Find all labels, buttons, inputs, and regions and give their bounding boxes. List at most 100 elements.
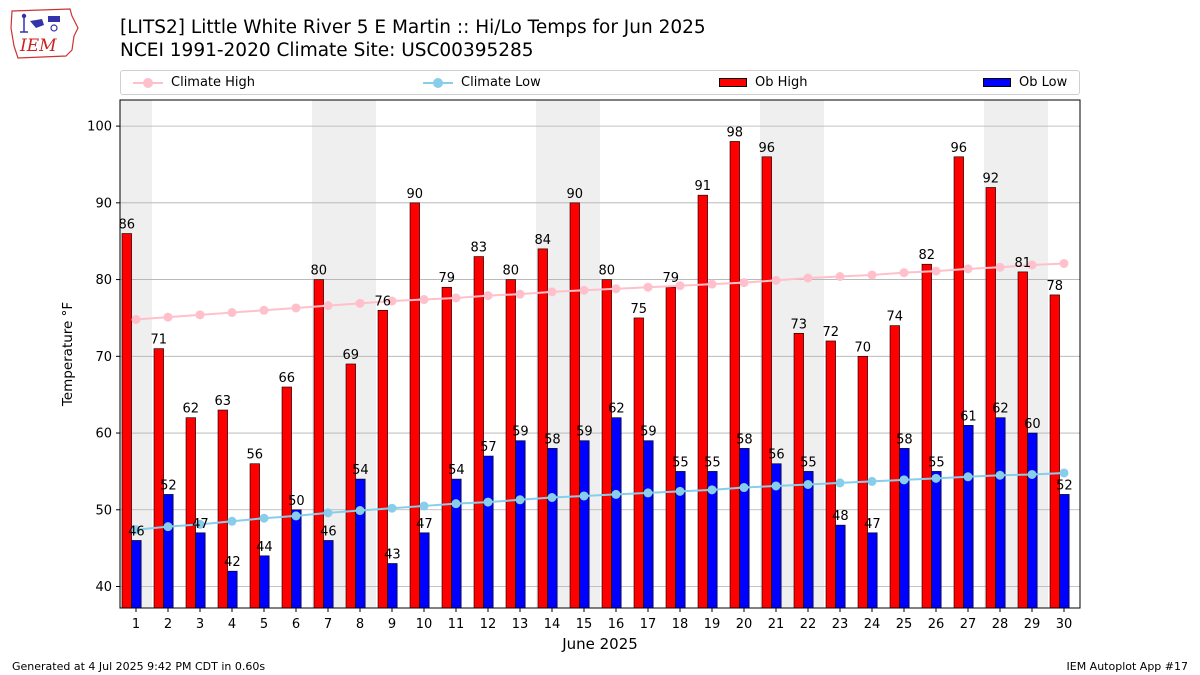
climate-low-point: [163, 522, 173, 532]
climate-lines: [131, 258, 1069, 535]
ob-low-bar: [483, 455, 494, 609]
ob-high-bar: [921, 263, 932, 609]
x-tick-label: 11: [448, 617, 465, 632]
climate-low-point: [483, 497, 493, 507]
ob-high-bar: [217, 409, 228, 609]
ob-low-label: 59: [576, 425, 593, 440]
climate-high-point: [611, 284, 621, 294]
ob-high-label: 66: [279, 371, 296, 386]
weekend-band: [792, 100, 824, 608]
x-tick-label: 3: [196, 617, 204, 632]
x-tick-label: 20: [736, 617, 753, 632]
climate-high-point: [387, 296, 397, 306]
ob-high-bar: [441, 286, 452, 609]
x-tick-label: 29: [1024, 617, 1041, 632]
ob-low-bar: [227, 570, 238, 609]
climate-high-point: [355, 298, 365, 308]
chart-subtitle: NCEI 1991-2020 Climate Site: USC00395285: [120, 40, 534, 61]
climate-low-point: [1027, 469, 1037, 479]
iem-logo: IEM: [10, 8, 79, 59]
climate-high-point: [995, 262, 1005, 272]
x-tick-label: 9: [388, 617, 396, 632]
ob-high-label: 81: [1015, 256, 1032, 271]
climate-high-point: [803, 273, 813, 283]
plot-frame: [119, 99, 1081, 609]
ob-low-label: 54: [448, 463, 465, 478]
x-tick-label: 26: [928, 617, 945, 632]
ob-low-bar: [291, 509, 302, 609]
climate-high-point: [899, 268, 909, 278]
ob-high-bar: [761, 156, 772, 609]
climate-low-point: [387, 503, 397, 513]
ob-low-bar: [803, 471, 814, 609]
x-tick-label: 23: [832, 617, 849, 632]
ob-low-bar: [675, 471, 686, 609]
ob-high-label: 90: [407, 187, 424, 202]
climate-low-point: [195, 519, 205, 529]
ob-high-label: 75: [631, 302, 648, 317]
y-tick-label: 50: [95, 503, 112, 518]
x-tick-label: 13: [512, 617, 529, 632]
climate-low-point: [227, 516, 237, 526]
ob-low-bar: [643, 440, 654, 609]
ob-high-label: 96: [951, 141, 968, 156]
ob-high-bar: [153, 348, 164, 609]
ob-low-bar: [963, 425, 974, 609]
weekend-band: [536, 100, 568, 608]
x-tick-label: 27: [960, 617, 977, 632]
climate-high-line: [135, 262, 1065, 321]
ob-high-bar: [1049, 294, 1060, 609]
x-tick-label: 4: [228, 617, 236, 632]
climate-low-point: [643, 488, 653, 498]
ob-high-bar: [569, 202, 580, 609]
ob-low-bar: [707, 471, 718, 609]
y-tick-label: 80: [95, 273, 112, 288]
ob-high-bar: [857, 356, 868, 609]
gridlines: [120, 125, 1080, 587]
ob-low-label: 47: [192, 517, 209, 532]
ob-low-label: 62: [608, 402, 625, 417]
y-tick-label: 40: [95, 580, 112, 595]
ob-low-bar: [323, 540, 334, 609]
climate-low-point: [515, 495, 525, 505]
x-tick-label: 2: [164, 617, 172, 632]
climate-low-point: [963, 472, 973, 482]
climate-high-point: [675, 281, 685, 291]
ob-high-label: 82: [919, 248, 936, 263]
ob-low-label: 61: [960, 409, 977, 424]
x-tick-label: 8: [356, 617, 364, 632]
ob-low-label: 55: [928, 455, 945, 470]
ob-high-label: 91: [695, 179, 712, 194]
ob-low-label: 57: [480, 440, 497, 455]
ob-low-bar: [739, 448, 750, 609]
ob-low-bar: [1059, 494, 1070, 609]
climate-high-point: [291, 303, 301, 313]
logo-text: IEM: [19, 36, 57, 56]
ob-low-label: 55: [672, 455, 689, 470]
climate-low-point: [131, 525, 141, 535]
climate-high-point: [547, 287, 557, 297]
climate-low-point: [771, 481, 781, 491]
climate-low-point: [355, 506, 365, 516]
legend-label-ob-low: Ob Low: [1019, 75, 1068, 90]
ob-high-bar: [505, 279, 516, 609]
ob-high-label: 79: [663, 271, 680, 286]
climate-low-point: [579, 491, 589, 501]
ob-low-bar: [387, 563, 398, 609]
ob-high-label: 79: [439, 271, 456, 286]
ob-high-label: 71: [151, 333, 168, 348]
ob-high-bar: [889, 325, 900, 609]
climate-low-point: [419, 501, 429, 511]
climate-high-point: [131, 314, 141, 324]
climate-low-line: [135, 471, 1065, 531]
ob-low-label: 44: [256, 540, 273, 555]
climate-high-point: [739, 278, 749, 288]
bar-labels: 86 71 62 63 56 66 80 69 76 90 79 83 80 84 90 80 75 79 91 98…: [119, 125, 1073, 570]
ob-low-label: 60: [1024, 417, 1041, 432]
ob-low-label: 46: [320, 524, 337, 539]
ob-low-bar: [515, 440, 526, 609]
ob-high-bar: [537, 248, 548, 609]
legend-label-ob-high: Ob High: [755, 75, 808, 90]
ob-low-label: 58: [736, 432, 753, 447]
climate-low-point: [675, 486, 685, 496]
